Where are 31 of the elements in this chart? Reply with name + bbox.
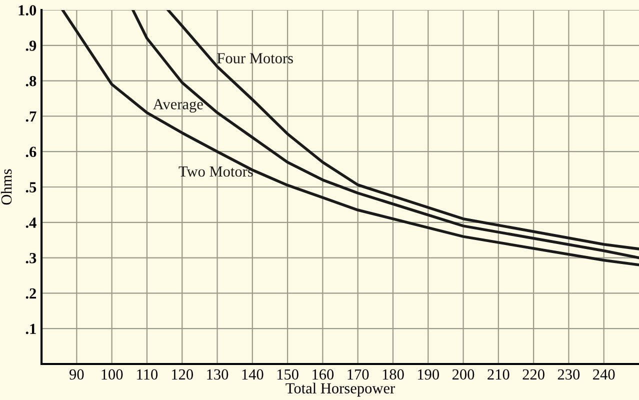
series-label: Average: [152, 99, 203, 113]
y-tick-label: .3: [26, 252, 36, 264]
x-tick-label: 170: [348, 369, 369, 380]
y-tick-label: .5: [26, 182, 36, 193]
x-tick-label: 140: [242, 369, 264, 380]
x-tick-label: 200: [452, 369, 474, 380]
x-tick-label: 110: [137, 369, 158, 380]
x-tick-label: 230: [558, 369, 580, 380]
series-label: Two Motors: [178, 166, 253, 177]
y-tick-label: .2: [26, 288, 36, 299]
x-tick-label: 130: [207, 369, 228, 380]
x-tick-label: 120: [172, 369, 193, 380]
x-tick-label: 100: [102, 369, 123, 380]
x-tick-label: 190: [418, 369, 440, 380]
x-tick-label: 210: [488, 369, 510, 380]
x-tick-label: 160: [312, 369, 334, 380]
y-tick-label: .1: [26, 324, 36, 334]
x-tick-label: 220: [522, 369, 544, 380]
y-tick-label: .8: [26, 76, 36, 86]
x-axis-title: Total Horsepower: [286, 382, 395, 397]
x-tick-label: 150: [277, 369, 298, 380]
x-tick-label: 90: [70, 369, 84, 380]
y-axis-title: Ohms: [0, 169, 12, 205]
y-tick-label: .9: [26, 40, 36, 51]
y-tick-label: .4: [26, 218, 36, 228]
y-tick-label: 1.0: [18, 5, 36, 16]
y-tick-label: .6: [26, 146, 36, 158]
x-tick-label: 240: [593, 369, 615, 380]
series-label: Four Motors: [217, 53, 293, 64]
y-tick-label: .7: [26, 111, 36, 122]
x-tick-label: 180: [382, 369, 404, 380]
